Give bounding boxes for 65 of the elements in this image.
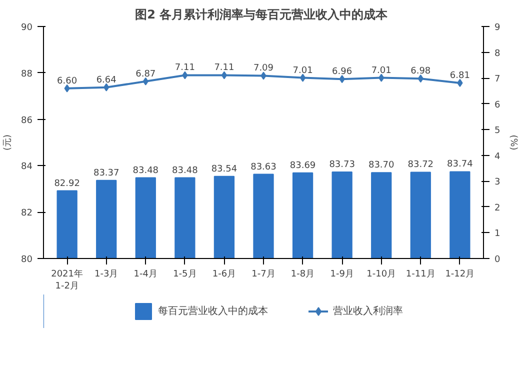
data-label: 83.74 <box>447 160 474 170</box>
x-tick-label: 1-6月 <box>212 270 236 280</box>
x-tick-label: 1-12月 <box>445 270 475 280</box>
x-tick-label: 1-11月 <box>406 270 436 280</box>
y-tick-label: 86 <box>21 116 33 126</box>
y2-tick-label: 4 <box>494 152 500 162</box>
chart-title: 图2 各月累计利润率与每百元营业收入中的成本 <box>135 8 389 22</box>
data-label: 7.11 <box>214 63 234 74</box>
x-tick-label: 1-10月 <box>366 270 396 280</box>
x-tick-label: 1-4月 <box>134 270 158 280</box>
y2-tick-label: 0 <box>494 255 500 265</box>
point <box>260 72 266 80</box>
x-tick-label: 1-3月 <box>94 270 118 280</box>
legend-label: 营业收入利润率 <box>333 304 403 318</box>
point <box>104 83 110 92</box>
point <box>418 74 424 83</box>
data-label: 6.81 <box>450 70 470 81</box>
point <box>182 71 188 80</box>
data-label: 83.70 <box>368 160 395 171</box>
y2-tick-label: 8 <box>494 48 500 59</box>
data-label: 7.09 <box>253 64 274 74</box>
y2-tick-label: 6 <box>494 100 500 110</box>
data-label: 7.01 <box>292 66 313 76</box>
y2-tick-label: 9 <box>494 23 500 33</box>
point <box>221 71 228 80</box>
point <box>300 74 306 82</box>
y-tick-label: 80 <box>21 255 33 265</box>
y-axis-title: (元) <box>2 134 14 151</box>
data-label: 7.11 <box>174 63 195 74</box>
legend-label: 每百元营业收入中的成本 <box>158 304 268 318</box>
data-label: 6.87 <box>136 69 156 80</box>
data-label: 82.92 <box>54 178 80 189</box>
x-tick-label: 1-8月 <box>290 270 315 280</box>
data-label: 6.96 <box>332 67 352 78</box>
y-tick-label: 82 <box>21 208 32 219</box>
y2-axis-title: (%) <box>508 134 518 150</box>
x-tick-label: 1-9月 <box>330 270 354 280</box>
data-label: 6.98 <box>410 66 431 77</box>
point <box>457 78 463 87</box>
point <box>142 77 148 86</box>
data-label: 6.60 <box>57 76 78 86</box>
y2-tick-label: 7 <box>494 74 500 85</box>
x-tick-label: 1-5月 <box>173 270 197 280</box>
y-tick-label: 88 <box>21 69 33 80</box>
data-label: 83.48 <box>132 166 159 176</box>
y2-tick-label: 5 <box>494 126 500 136</box>
data-label: 83.37 <box>93 168 120 178</box>
y2-tick-label: 3 <box>494 178 500 188</box>
x-tick-label: 1-7月 <box>252 270 276 280</box>
point <box>378 74 384 82</box>
data-label: 83.72 <box>408 160 434 170</box>
data-label: 83.69 <box>290 160 316 171</box>
point <box>339 75 345 84</box>
y2-tick-label: 1 <box>494 229 500 240</box>
data-label: 83.48 <box>172 166 198 176</box>
y-tick-label: 90 <box>21 23 33 33</box>
y-tick-label: 84 <box>21 162 33 172</box>
data-label: 83.54 <box>211 164 238 174</box>
data-label: 6.64 <box>96 75 117 86</box>
data-label: 7.01 <box>371 66 392 76</box>
point <box>64 84 70 92</box>
y2-tick-label: 2 <box>494 203 500 214</box>
data-label: 83.63 <box>250 162 276 172</box>
x-tick-label: 2021年 1-2月 <box>51 268 84 292</box>
data-label: 83.73 <box>329 160 355 170</box>
